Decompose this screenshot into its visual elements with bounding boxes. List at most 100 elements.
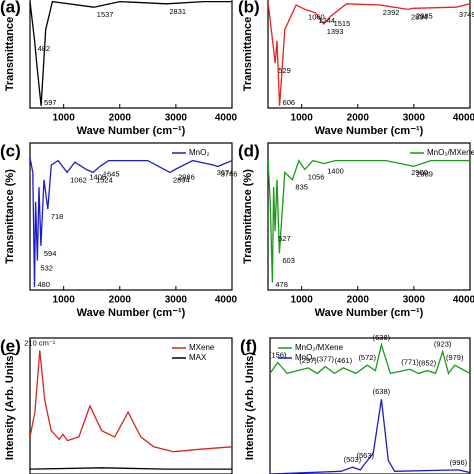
- peak-label: 478: [275, 280, 288, 289]
- peak-label: (923): [434, 340, 452, 349]
- y-axis-label: Transmittance: [4, 17, 16, 92]
- panel-label: (f): [240, 336, 257, 355]
- peak-label: 532: [40, 264, 53, 273]
- series-line: [30, 0, 232, 106]
- peak-label: 3674: [217, 168, 234, 177]
- peak-label: (461): [335, 356, 353, 365]
- y-axis-label: Transmittance: [242, 17, 254, 92]
- peak-label: 2392: [383, 8, 400, 17]
- x-tick-label: 1000: [291, 113, 314, 124]
- y-axis-label: Transmittance (%): [242, 169, 254, 264]
- series-line: [270, 342, 470, 375]
- panel: (a)Transmittance Wave Number (cm⁻¹)1000 20…: [0, 0, 238, 137]
- series-line: [270, 399, 470, 474]
- peak-label: 480: [37, 280, 50, 289]
- peak-label: (156): [269, 350, 287, 359]
- peak-label: 2894: [411, 12, 428, 21]
- x-tick-label: 2000: [109, 295, 132, 306]
- x-tick-label: 3000: [165, 295, 188, 306]
- y-axis-label: Transmittance (%): [4, 169, 16, 264]
- legend-label: MXene: [189, 343, 215, 352]
- series-line: [30, 157, 232, 288]
- y-axis-label: Intensity (Arb. Units): [244, 352, 256, 461]
- panel: (d)Transmittance (%)Wave Number (cm⁻¹)10…: [238, 141, 474, 318]
- legend-label: MnO₂/MXene: [427, 148, 474, 157]
- peak-label: 1524: [96, 175, 113, 184]
- peak-label: (377): [317, 355, 335, 364]
- series-line: [30, 350, 232, 453]
- x-tick-label: 1000: [291, 295, 314, 306]
- legend-label: MAX: [189, 353, 207, 362]
- peak-label: 529: [278, 66, 291, 75]
- panel: (f)Intensity (Arb. Units) (156) (297) (377)…: [240, 333, 471, 474]
- peak-label: (563): [357, 451, 375, 460]
- x-tick-label: 3000: [165, 113, 188, 124]
- peak-label: 482: [38, 44, 51, 53]
- peak-label: 2986: [178, 172, 195, 181]
- peak-label: 597: [44, 98, 57, 107]
- peak-label: (771): [401, 357, 419, 366]
- plot-frame: [29, 142, 233, 291]
- peak-label: 210 cm⁻¹: [24, 338, 56, 347]
- peak-label: (852): [419, 359, 437, 368]
- peak-label: (297): [299, 356, 317, 365]
- peak-label: 527: [278, 234, 291, 243]
- x-tick-label: 4000: [453, 113, 474, 124]
- peak-label: 1537: [97, 10, 114, 19]
- x-axis-label: Wave Number (cm⁻¹): [315, 307, 424, 319]
- x-axis-label: Wave Number (cm⁻¹): [315, 125, 424, 137]
- panel-label: (e): [0, 336, 21, 355]
- series-line: [268, 159, 470, 283]
- x-tick-label: 2000: [347, 113, 370, 124]
- peak-label: 835: [295, 183, 308, 192]
- peak-label: 1515: [334, 19, 351, 28]
- peak-label: 1056: [308, 172, 325, 181]
- x-axis-label: Wave Number (cm⁻¹): [77, 307, 186, 319]
- peak-label: 1400: [327, 167, 344, 176]
- plot-frame: [267, 142, 471, 291]
- legend-label: MnO₂: [295, 353, 315, 362]
- plot-frame: [267, 0, 471, 109]
- plot-frame: [29, 337, 233, 474]
- x-tick-label: 2000: [109, 113, 132, 124]
- peak-label: 603: [282, 256, 295, 265]
- x-tick-label: 4000: [215, 113, 238, 124]
- peak-label: 718: [51, 212, 64, 221]
- peak-label: (979): [446, 353, 464, 362]
- peak-label: 2831: [169, 7, 186, 16]
- peak-label: 2894: [173, 175, 190, 184]
- peak-label: 3749: [459, 10, 474, 19]
- x-tick-label: 4000: [215, 295, 238, 306]
- panel: (c)Transmittance (%)Wave Number (cm⁻¹)10…: [0, 141, 238, 318]
- peak-label: (638): [373, 333, 391, 342]
- panel-label: (d): [238, 141, 260, 160]
- x-tick-label: 4000: [453, 295, 474, 306]
- x-tick-label: 3000: [403, 295, 426, 306]
- peak-label: (996): [450, 458, 468, 467]
- x-tick-label: 3000: [403, 113, 426, 124]
- panel-label: (c): [0, 141, 21, 160]
- plot-frame: [29, 0, 233, 109]
- peak-label: 606: [283, 98, 296, 107]
- peak-label: 1060: [308, 12, 325, 21]
- peak-label: (503): [344, 455, 362, 464]
- panel-label: (a): [0, 0, 21, 16]
- x-tick-label: 2000: [347, 295, 370, 306]
- peak-label: 2900: [411, 168, 428, 177]
- peak-label: 2989: [416, 170, 433, 179]
- peak-label: (638): [373, 387, 391, 396]
- peak-label: 594: [44, 249, 57, 258]
- peak-label: 2985: [416, 11, 433, 20]
- series-line: [268, 1, 470, 106]
- peak-label: (572): [358, 353, 376, 362]
- x-tick-label: 1000: [53, 295, 76, 306]
- peak-label: 1645: [103, 170, 120, 179]
- peak-label: 1062: [70, 175, 87, 184]
- x-tick-label: 1000: [53, 113, 76, 124]
- peak-label: 3746: [221, 170, 238, 179]
- peak-label: 1393: [327, 27, 344, 36]
- x-axis-label: Wave Number (cm⁻¹): [77, 125, 186, 137]
- legend-label: MnO₂/MXene: [295, 343, 344, 352]
- legend-label: MnO₂: [189, 148, 209, 157]
